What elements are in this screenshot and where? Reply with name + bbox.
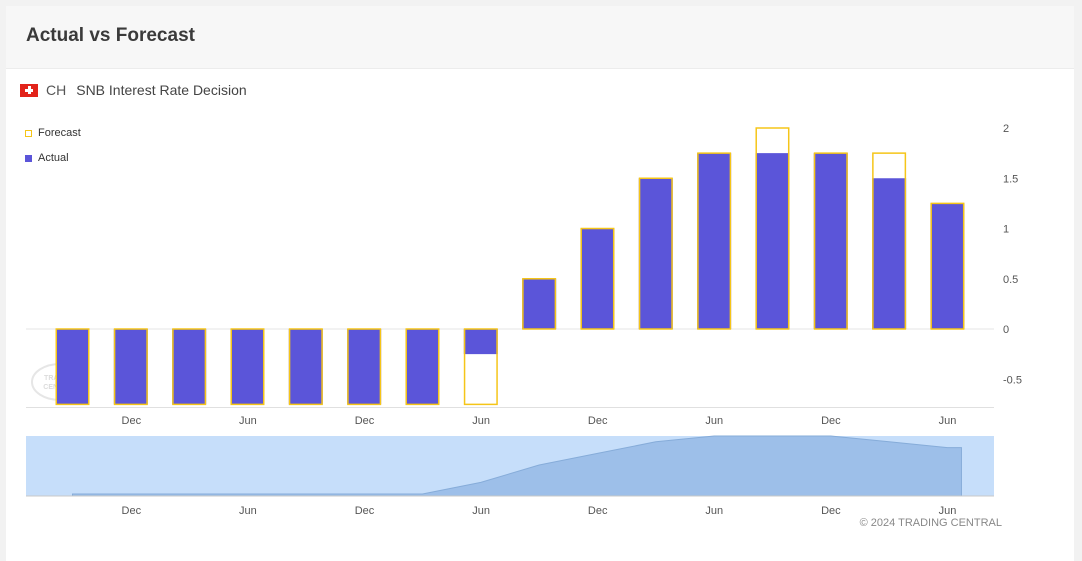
indicator-subtitle: CH SNB Interest Rate Decision [20, 80, 247, 100]
actual-bar [755, 153, 790, 329]
forecast-bar [813, 152, 848, 330]
actual-bar [522, 278, 557, 329]
forecast-bar [172, 328, 207, 406]
actual-bar [638, 178, 673, 329]
forecast-bar [755, 127, 790, 330]
actual-bar [813, 153, 848, 329]
navigator-series-area [72, 435, 962, 497]
actual-bar [172, 329, 207, 405]
actual-bar [697, 153, 732, 329]
indicator-name: SNB Interest Rate Decision [76, 82, 247, 98]
legend-label-forecast: Forecast [38, 127, 81, 139]
actual-bar [872, 178, 907, 329]
forecast-bar [113, 328, 148, 406]
x-tick-label: Dec [588, 415, 608, 427]
navigator-x-tick-label: Jun [239, 505, 257, 517]
card-title: Actual vs Forecast [26, 25, 195, 46]
actual-bar [580, 228, 615, 329]
actual-bar [463, 329, 498, 355]
x-tick-label: Jun [939, 415, 957, 427]
y-tick-label: 1 [1003, 224, 1009, 236]
card-header: Actual vs Forecast [6, 6, 1074, 69]
navigator-x-tick-label: Dec [122, 505, 142, 517]
forecast-bar [930, 202, 965, 330]
actual-bar [55, 329, 90, 405]
forecast-bar [347, 328, 382, 406]
actual-bar [405, 329, 440, 405]
x-tick-label: Jun [705, 415, 723, 427]
x-tick-label: Jun [472, 415, 490, 427]
forecast-swatch-icon [25, 129, 32, 137]
legend-item-actual[interactable]: Actual [25, 151, 81, 165]
x-tick-label: Dec [122, 415, 142, 427]
forecast-bar [872, 152, 907, 330]
y-tick-label: 0.5 [1003, 274, 1018, 286]
x-tick-label: Dec [821, 415, 841, 427]
country-code: CH [46, 82, 67, 98]
forecast-bar [55, 328, 90, 406]
y-tick-label: 2 [1003, 123, 1009, 135]
navigator-x-tick-label: Jun [472, 505, 490, 517]
forecast-bar [522, 278, 557, 330]
navigator-x-tick-label: Dec [355, 505, 375, 517]
forecast-bar [580, 227, 615, 330]
x-tick-label: Jun [239, 415, 257, 427]
actual-bar [113, 329, 148, 405]
y-tick-label: 0 [1003, 324, 1009, 336]
actual-bar [347, 329, 382, 405]
forecast-bar [463, 328, 498, 406]
navigator-x-tick-label: Dec [821, 505, 841, 517]
forecast-bar [405, 328, 440, 406]
legend-item-forecast[interactable]: Forecast [25, 126, 81, 140]
y-tick-label: -0.5 [1003, 374, 1022, 386]
x-tick-label: Dec [355, 415, 375, 427]
chart-legend: Forecast Actual [25, 126, 81, 176]
forecast-bar [288, 328, 323, 406]
navigator-x-tick-label: Jun [705, 505, 723, 517]
forecast-bar [230, 328, 265, 406]
forecast-bar [697, 152, 732, 330]
y-tick-label: 1.5 [1003, 173, 1018, 185]
swiss-flag-icon [20, 83, 38, 97]
navigator-x-tick-label: Dec [588, 505, 608, 517]
actual-bar [930, 203, 965, 329]
legend-label-actual: Actual [38, 152, 69, 164]
actual-bar [230, 329, 265, 405]
navigator-x-tick-label: Jun [939, 505, 957, 517]
actual-bar [288, 329, 323, 405]
forecast-bar [638, 177, 673, 330]
copyright-text: © 2024 TRADING CENTRAL [859, 517, 1002, 529]
actual-swatch-icon [25, 154, 32, 162]
